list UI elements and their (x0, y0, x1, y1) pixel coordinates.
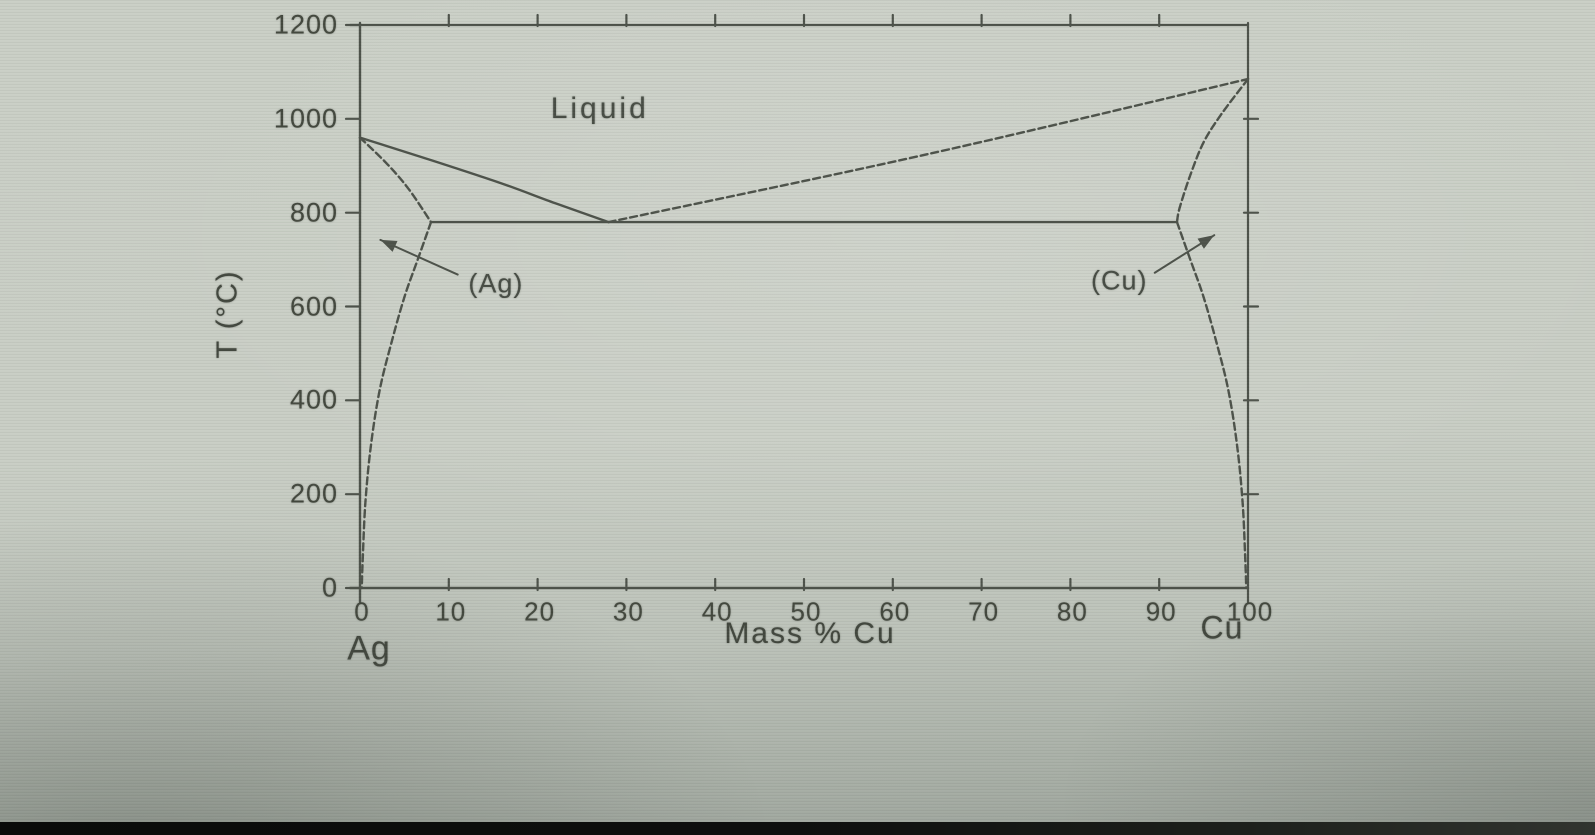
solvus-left-curve (360, 220, 433, 590)
x-tick-label: 60 (879, 596, 911, 627)
y-tick-label: 0 (321, 572, 338, 603)
y-tick-label: 200 (289, 478, 338, 509)
y-tick-label: 400 (289, 384, 338, 415)
solidus-right-curve (1175, 77, 1250, 224)
phase-annotation-label: (Cu) (1090, 265, 1148, 296)
photo-dark-bottom-edge (0, 822, 1595, 835)
x-tick-label: 100 (1226, 596, 1274, 627)
x-tick-label: 80 (1056, 596, 1088, 627)
x-tick-label: 10 (435, 596, 467, 627)
solvus-right-curve (1175, 220, 1248, 590)
liquidus-right-curve (607, 77, 1250, 224)
x-tick-label: 70 (968, 596, 1000, 627)
left-end-member-label: Ag (347, 629, 391, 668)
x-tick-label: 40 (701, 596, 733, 627)
region-label: Liquid (550, 92, 649, 126)
phase-annotation-label: (Ag) (468, 268, 524, 299)
y-tick-label: 1000 (273, 103, 338, 134)
x-axis-title: Mass % Cu (724, 617, 896, 650)
x-tick-label: 20 (524, 596, 556, 627)
x-tick-label: 30 (612, 596, 644, 627)
annotation-arrowhead (1197, 235, 1215, 249)
right-end-member-label: Cu (1200, 609, 1244, 646)
solidus-left-curve (358, 136, 433, 224)
y-tick-label: 800 (289, 197, 338, 228)
liquidus-left-curve (358, 136, 610, 224)
y-tick-label: 1200 (273, 9, 338, 40)
x-tick-label: 0 (354, 596, 370, 627)
y-axis-title: T (°C) (211, 269, 244, 359)
x-tick-label: 90 (1145, 596, 1177, 627)
y-tick-label: 600 (289, 291, 338, 321)
x-tick-label: 50 (790, 596, 822, 627)
annotation-arrowhead (380, 239, 398, 252)
